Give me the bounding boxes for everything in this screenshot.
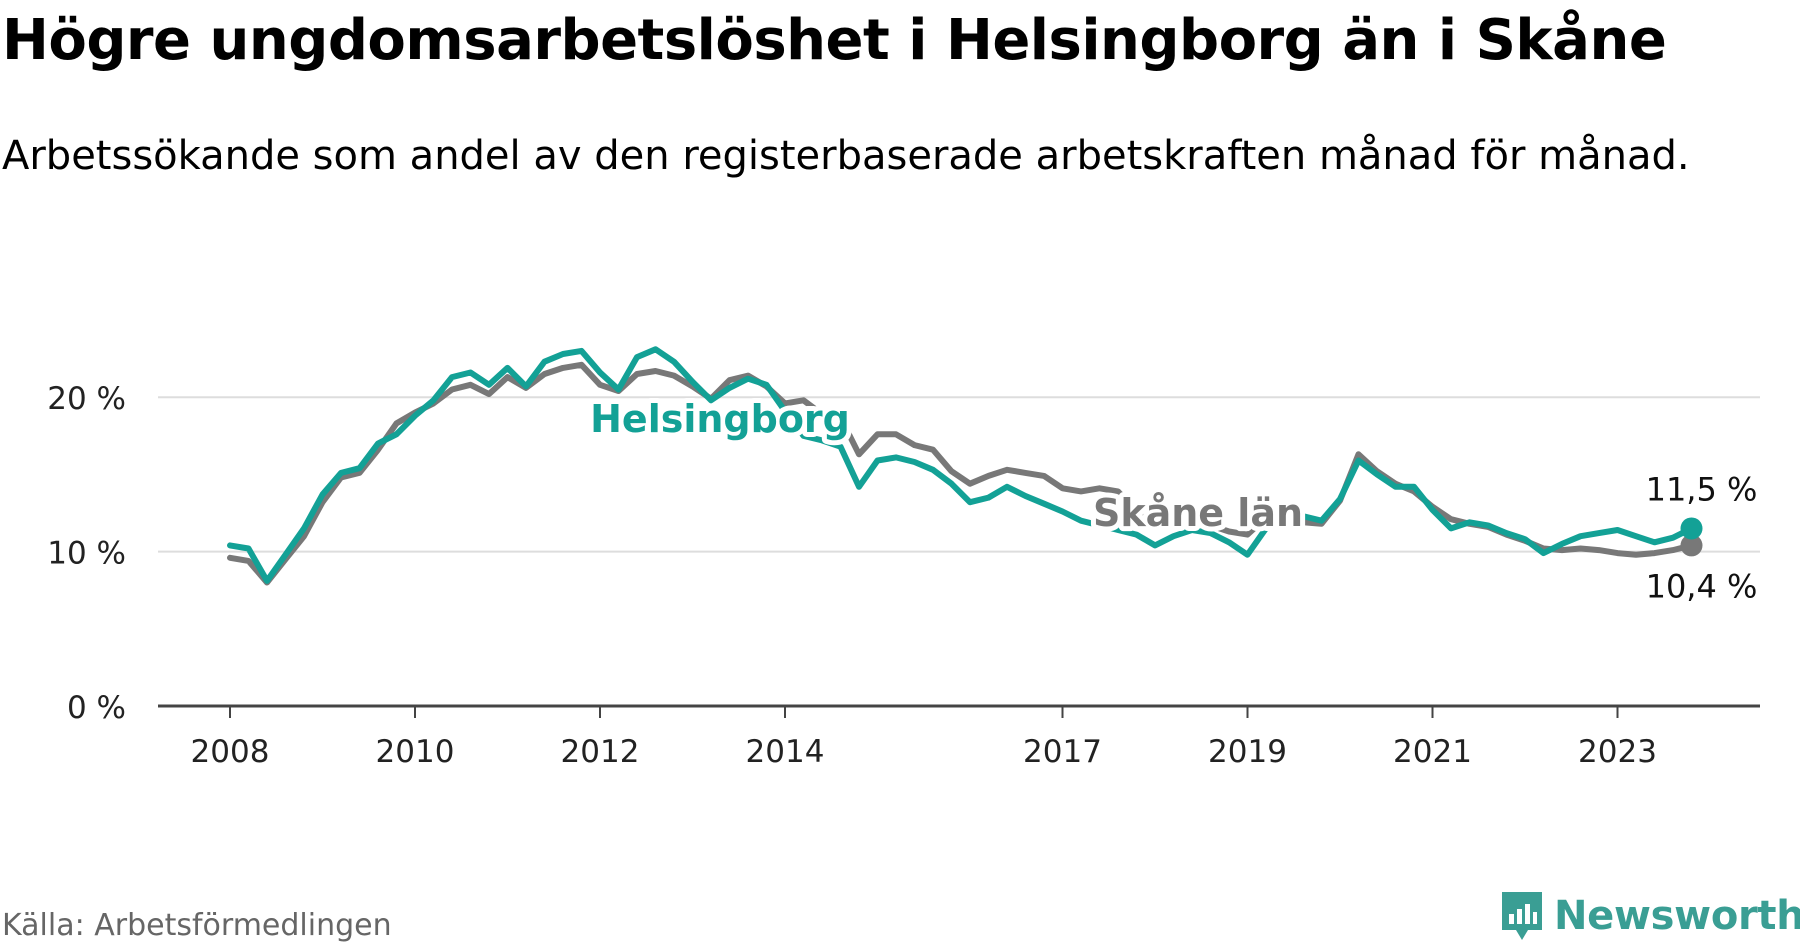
x-tick-label: 2012 <box>561 734 640 770</box>
x-tick-label: 2017 <box>1023 734 1102 770</box>
series-line-helsingborg <box>227 346 1695 584</box>
brand-name: Newsworthy <box>1554 893 1800 939</box>
chart-subtitle: Arbetssökande som andel av den registerb… <box>2 133 1690 179</box>
x-tick-label: 2010 <box>376 734 455 770</box>
end-value-label-helsingborg: 11,5 % <box>1646 470 1758 508</box>
newsworthy-logo: Newsworthy <box>1498 888 1800 944</box>
chart-title: Högre ungdomsarbetslöshet i Helsingborg … <box>2 8 1667 73</box>
y-gridlines <box>158 396 1760 553</box>
series-lines <box>227 346 1695 586</box>
x-ticks: 2008 2010 2012 2014 2017 2019 2021 2023 <box>191 706 1657 770</box>
y-tick-labels: 0 % 10 % 20 % <box>47 381 126 726</box>
y-tick-label: 20 % <box>47 381 126 417</box>
series-line-skane <box>227 361 1695 586</box>
series-label-skane: Skåne län <box>1093 491 1303 535</box>
y-tick-label: 0 % <box>67 690 126 726</box>
x-tick-label: 2021 <box>1393 734 1472 770</box>
x-tick-label: 2023 <box>1578 734 1657 770</box>
newsworthy-logo-icon <box>1502 892 1542 940</box>
end-value-label-skane: 10,4 % <box>1646 567 1758 605</box>
x-tick-label: 2019 <box>1208 734 1287 770</box>
x-tick-label: 2008 <box>191 734 270 770</box>
y-tick-label: 10 % <box>47 536 126 572</box>
series-label-helsingborg: Helsingborg <box>590 397 850 441</box>
series-labels: 11,5 % 10,4 % Helsingborg Skåne län <box>585 392 1758 605</box>
series-endpoint-skane <box>1680 534 1703 557</box>
x-tick-label: 2014 <box>746 734 825 770</box>
source-note: Källa: Arbetsförmedlingen <box>2 908 392 943</box>
series-endpoint-helsingborg <box>1680 517 1703 540</box>
